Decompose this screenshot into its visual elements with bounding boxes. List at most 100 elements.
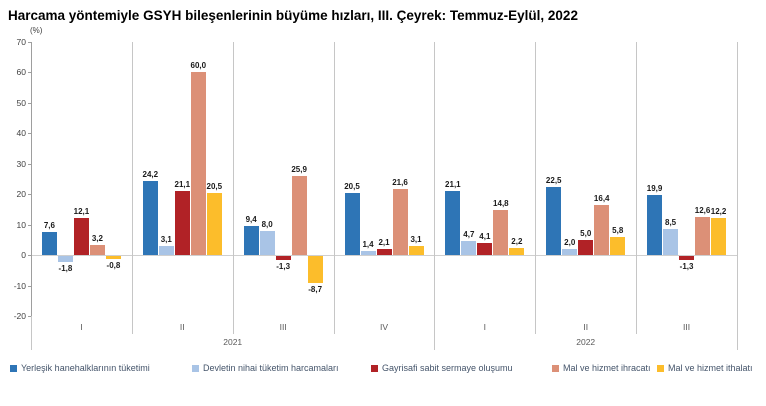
category-separator-line: [131, 42, 133, 334]
x-category-label: IV: [379, 322, 389, 332]
y-tick-label: 30: [16, 158, 26, 169]
y-tick-mark: [28, 194, 31, 196]
bar-value-label: 12,6: [694, 205, 711, 215]
y-tick-mark: [28, 72, 31, 74]
bar-value-label: 12,1: [73, 207, 90, 217]
bar: [41, 231, 57, 256]
bar-value-label: 3,1: [410, 234, 422, 244]
bar: [546, 186, 562, 256]
bar-value-label: 19,9: [646, 183, 663, 193]
y-axis-line: [31, 42, 32, 316]
bar: [206, 192, 222, 256]
bar: [445, 190, 461, 256]
bar-value-label: 2,1: [378, 237, 390, 247]
bar: [647, 194, 663, 256]
bar: [142, 181, 158, 256]
y-tick-mark: [28, 316, 31, 317]
category-separator-line: [434, 42, 436, 350]
bar: [89, 245, 105, 256]
bar: [663, 229, 679, 256]
bar-value-label: -0,8: [106, 260, 121, 270]
x-year-label: 2021: [223, 337, 243, 347]
y-tick-mark: [28, 133, 31, 135]
bar-value-label: 2,2: [511, 237, 523, 247]
bar: [461, 240, 477, 256]
bar-value-label: 21,1: [445, 179, 461, 189]
legend-marker: [657, 364, 664, 372]
bar-value-label: -1,3: [276, 262, 291, 272]
bar-value-label: 16,4: [593, 194, 610, 204]
legend-label: Devletin nihai tüketim harcamaları: [203, 363, 339, 373]
legend-label: Mal ve hizmet ithalatı: [668, 363, 753, 373]
legend-marker: [371, 364, 378, 372]
category-separator-line: [333, 42, 335, 334]
bar: [392, 189, 408, 256]
bar-value-label: 2,0: [564, 238, 576, 248]
bar: [594, 205, 610, 256]
bar: [105, 256, 121, 259]
bar: [73, 218, 89, 256]
y-tick-label: 60: [16, 67, 26, 78]
legend-item: Mal ve hizmet ithalatı: [657, 363, 753, 373]
bar-value-label: 24,2: [142, 170, 159, 180]
bar: [679, 256, 695, 261]
legend-marker: [10, 364, 17, 372]
bar-value-label: 3,2: [91, 234, 103, 244]
y-tick-label: -10: [13, 280, 26, 291]
y-tick-label: -20: [13, 311, 26, 321]
bar: [158, 245, 174, 256]
bar: [695, 216, 711, 256]
bar-value-label: -1,3: [679, 262, 694, 272]
y-tick-label: 20: [16, 189, 26, 200]
zero-gridline: [31, 255, 737, 257]
legend-label: Mal ve hizmet ihracatı: [563, 363, 651, 373]
bar: [291, 176, 307, 256]
bar: [578, 239, 594, 256]
chart-title: Harcama yöntemiyle GSYH bileşenlerinin b…: [8, 8, 578, 23]
legend-item: Mal ve hizmet ihracatı: [552, 363, 651, 373]
bar-value-label: 60,0: [190, 61, 207, 71]
legend-item: Gayrisafi sabit sermaye oluşumu: [371, 363, 513, 373]
y-tick-mark: [28, 42, 31, 43]
y-tick-mark: [28, 255, 31, 257]
y-tick-mark: [28, 285, 31, 287]
legend-marker: [192, 364, 199, 372]
bar: [408, 245, 424, 256]
bar-value-label: 22,5: [545, 175, 562, 185]
bar: [360, 250, 376, 256]
y-tick-label: 10: [16, 219, 26, 230]
y-axis-unit-label: (%): [30, 26, 43, 35]
bar-value-label: 21,1: [174, 179, 191, 189]
x-category-label: III: [279, 322, 287, 332]
bar-value-label: 12,2: [710, 206, 727, 216]
bar-value-label: 9,4: [245, 215, 257, 225]
category-separator-line: [535, 42, 537, 334]
x-category-label: I: [483, 322, 487, 332]
legend-item: Yerleşik hanehalklarının tüketimi: [10, 363, 150, 373]
legend-label: Gayrisafi sabit sermaye oluşumu: [382, 363, 513, 373]
y-tick-label: 50: [16, 97, 26, 108]
bar-value-label: 4,1: [479, 231, 491, 241]
bar-value-label: 5,8: [612, 226, 624, 236]
y-tick-mark: [28, 224, 31, 226]
bar: [243, 226, 259, 256]
bar-value-label: 4,7: [463, 229, 475, 239]
x-category-label: III: [683, 322, 691, 332]
bar-value-label: 20,5: [206, 181, 223, 191]
category-separator-line: [232, 42, 234, 334]
bar-value-label: 14,8: [493, 199, 509, 209]
bar: [275, 256, 291, 261]
legend-label: Yerleşik hanehalklarının tüketimi: [21, 363, 150, 373]
bar: [562, 249, 578, 256]
bar: [711, 217, 727, 256]
x-category-label: II: [179, 322, 185, 332]
legend-marker: [552, 364, 559, 372]
category-separator-line: [636, 42, 638, 334]
bar-value-label: 21,6: [392, 178, 408, 188]
bar: [190, 72, 206, 256]
bar-value-label: 7,6: [43, 220, 55, 230]
y-tick-label: 40: [16, 128, 26, 139]
bar: [259, 230, 275, 256]
bar: [509, 248, 525, 256]
